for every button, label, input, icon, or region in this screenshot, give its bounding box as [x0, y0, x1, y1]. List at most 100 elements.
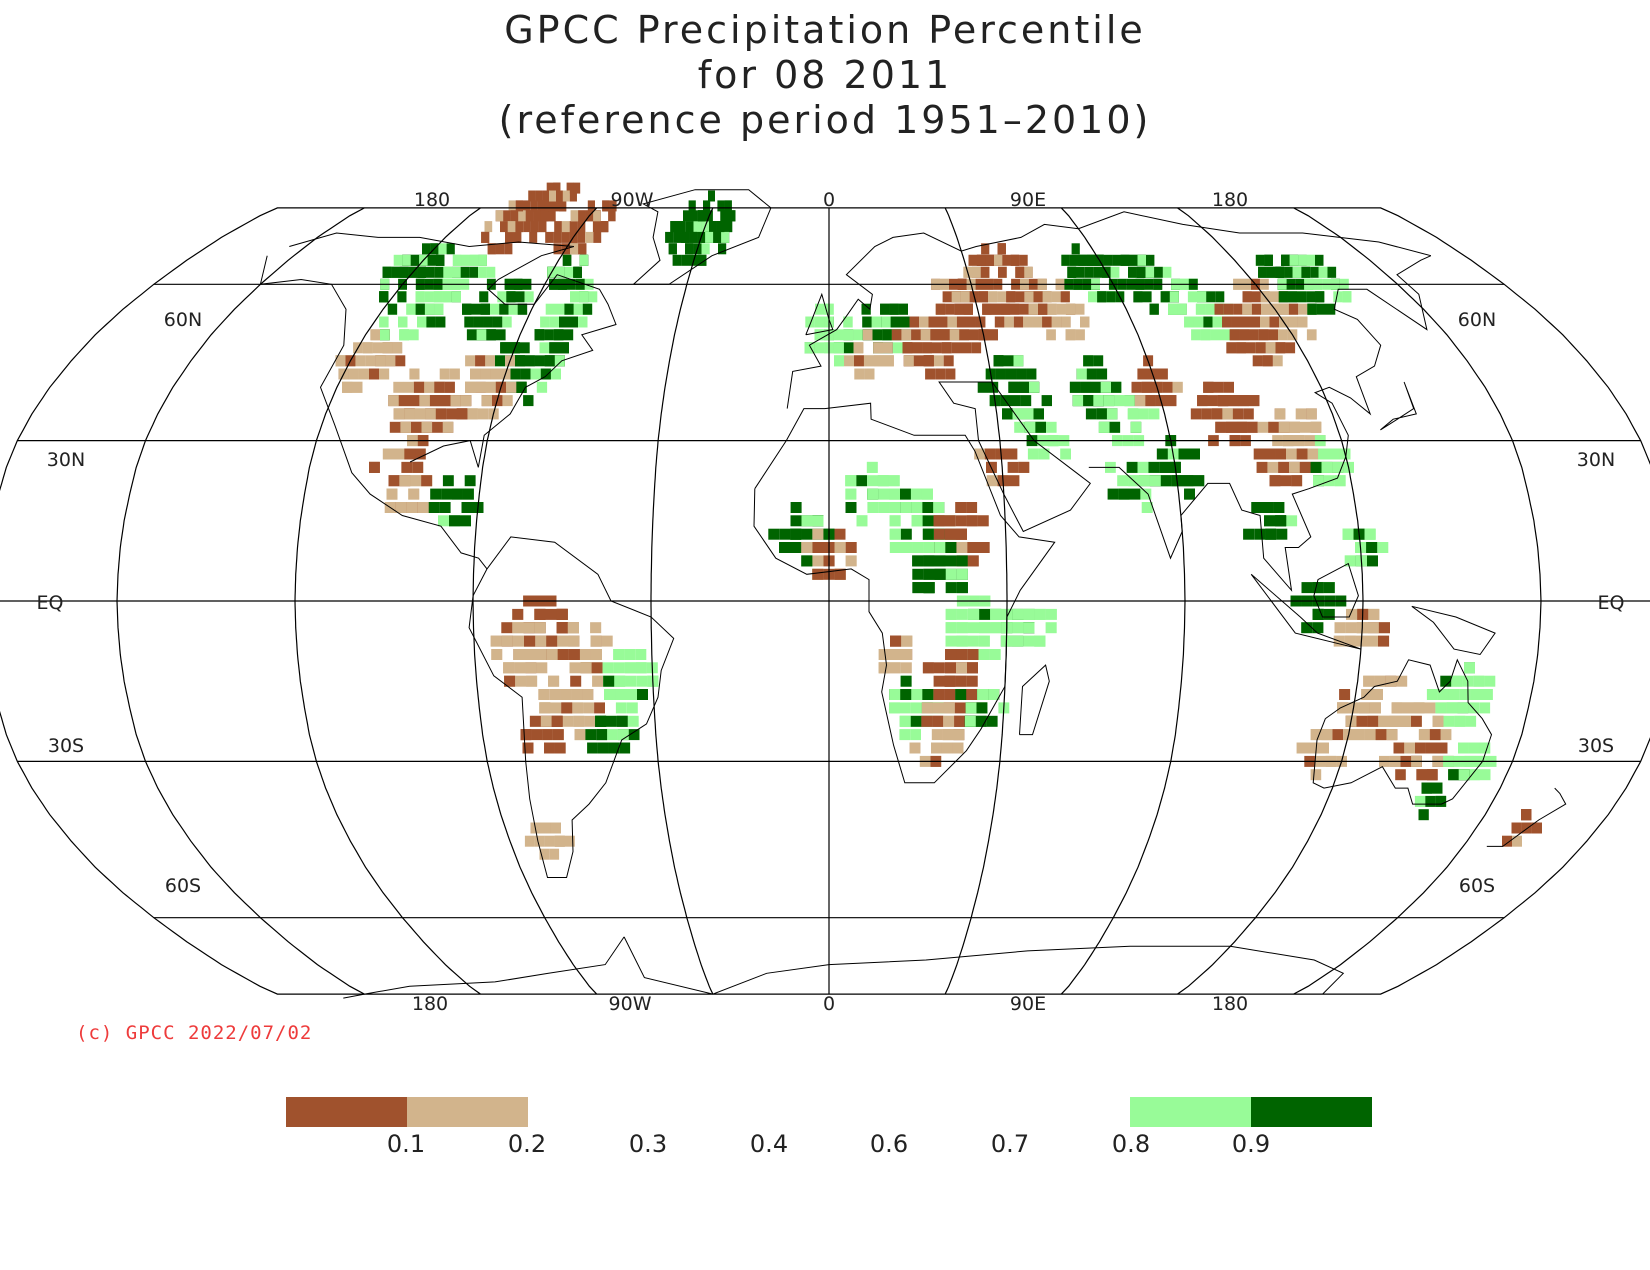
- percentile-cell: [853, 342, 864, 354]
- percentile-cell: [452, 488, 463, 500]
- percentile-cell: [1107, 488, 1119, 500]
- percentile-cell: [1045, 608, 1057, 620]
- percentile-cell: [1393, 742, 1405, 754]
- percentile-cell: [693, 221, 702, 233]
- percentile-cell: [1026, 368, 1037, 380]
- percentile-cell: [500, 221, 508, 233]
- percentile-cell: [449, 368, 460, 380]
- percentile-cell: [439, 368, 450, 380]
- percentile-cell: [873, 342, 883, 354]
- percentile-cell: [1458, 769, 1470, 781]
- percentile-cell: [379, 368, 390, 380]
- percentile-cell: [1145, 266, 1155, 278]
- percentile-cell: [900, 702, 911, 714]
- percentile-cell: [900, 528, 912, 540]
- percentile-cell: [419, 395, 430, 407]
- percentile-cell: [1285, 342, 1296, 354]
- percentile-cell: [1193, 316, 1204, 328]
- percentile-cell: [1195, 303, 1206, 315]
- percentile-cell: [834, 355, 844, 367]
- percentile-cell: [602, 662, 614, 674]
- percentile-cell: [471, 303, 481, 315]
- percentile-cell: [979, 608, 991, 620]
- percentile-cell: [590, 622, 602, 634]
- percentile-cell: [1410, 715, 1422, 727]
- percentile-cell: [862, 316, 872, 328]
- percentile-cell: [588, 291, 598, 303]
- percentile-cell: [531, 729, 543, 741]
- percentile-cell: [933, 528, 945, 540]
- meridian-line-8: [1177, 207, 1364, 995]
- percentile-cell: [1090, 381, 1101, 393]
- percentile-cell: [953, 729, 965, 741]
- percentile-cell: [949, 329, 960, 341]
- percentile-cell: [553, 729, 564, 741]
- percentile-cell: [465, 381, 476, 393]
- percentile-cell: [582, 303, 593, 315]
- percentile-cell: [933, 502, 945, 513]
- percentile-cell: [1187, 291, 1197, 303]
- percentile-cell: [539, 342, 550, 354]
- percentile-cell: [408, 488, 420, 500]
- percentile-cell: [945, 568, 957, 580]
- percentile-cell: [524, 649, 536, 660]
- percentile-cell: [967, 542, 979, 553]
- percentile-cell: [1354, 729, 1365, 741]
- percentile-cell: [544, 742, 555, 754]
- percentile-cell: [435, 408, 447, 420]
- percentile-cell: [967, 555, 979, 567]
- percentile-cell: [1346, 608, 1358, 620]
- lon-label-bottom-3: 0: [823, 993, 835, 1015]
- percentile-cell: [1464, 662, 1475, 674]
- percentile-cell: [1045, 622, 1057, 634]
- map-outline: [0, 189, 1650, 999]
- percentile-cell: [1182, 475, 1194, 487]
- percentile-cell: [1162, 381, 1173, 393]
- percentile-cell: [496, 243, 505, 255]
- percentile-cell: [1028, 381, 1040, 393]
- percentile-cell: [951, 291, 961, 303]
- percentile-cell: [442, 475, 454, 487]
- percentile-cell: [1118, 488, 1130, 500]
- percentile-cell: [942, 291, 952, 303]
- percentile-cell: [967, 622, 979, 634]
- percentile-cell: [922, 662, 934, 674]
- percentile-cell: [475, 355, 486, 367]
- percentile-cell: [932, 702, 944, 714]
- percentile-cell: [1024, 421, 1036, 433]
- percentile-cell: [438, 515, 449, 527]
- percentile-cell: [399, 329, 409, 341]
- percentile-cell: [375, 355, 386, 367]
- percentile-cell: [956, 649, 968, 660]
- percentile-cell: [1312, 582, 1324, 594]
- percentile-cell: [540, 316, 550, 328]
- percentile-cell: [578, 243, 587, 255]
- percentile-cell: [698, 254, 707, 266]
- percentile-cell: [573, 715, 585, 727]
- percentile-cell: [1404, 742, 1415, 754]
- percentile-cell: [1315, 291, 1325, 303]
- percentile-cell: [1415, 742, 1426, 754]
- percentile-cell: [1007, 461, 1019, 473]
- percentile-cell: [348, 368, 359, 380]
- percentile-cell: [501, 635, 513, 647]
- percentile-cell: [1268, 329, 1278, 341]
- percentile-cell: [1226, 342, 1237, 354]
- percentile-cell: [1086, 368, 1097, 380]
- percentile-cell: [1265, 528, 1277, 540]
- percentile-cell: [554, 221, 562, 233]
- percentile-cell: [1222, 408, 1233, 420]
- percentile-cell: [943, 355, 954, 367]
- percentile-cell: [358, 368, 369, 380]
- percentile-cell: [545, 231, 554, 243]
- percentile-cell: [1103, 254, 1113, 266]
- percentile-cell: [1389, 715, 1400, 727]
- percentile-cell: [335, 355, 346, 367]
- percentile-cell: [502, 316, 512, 328]
- percentile-cell: [635, 662, 647, 674]
- percentile-cell: [1120, 254, 1130, 266]
- percentile-cell: [1427, 769, 1438, 781]
- percentile-cell: [1212, 316, 1223, 328]
- percentile-cell: [524, 835, 535, 847]
- percentile-cell: [559, 200, 567, 212]
